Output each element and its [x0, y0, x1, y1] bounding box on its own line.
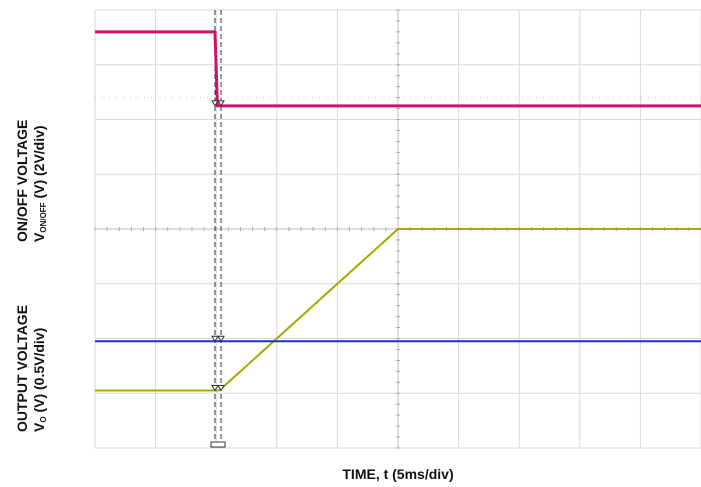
- cursor-marker: [217, 335, 225, 343]
- grid: [94, 9, 701, 449]
- cursor-marker: [211, 385, 219, 392]
- cursor-lines: [214, 10, 222, 448]
- cursor-indicator: [210, 441, 226, 448]
- y-axis-label-upper: ON/OFF VOLTAGE VON/OFF (V) (2V/div): [14, 119, 48, 242]
- trace-vo: [95, 228, 701, 392]
- x-axis-label: TIME, t (5ms/div): [342, 466, 454, 482]
- cursor-markers: [210, 100, 226, 448]
- cursor-marker: [211, 100, 219, 107]
- cursor-marker: [217, 100, 225, 107]
- y-axis-label-lower: OUTPUT VOLTAGE VO (V) (0.5V/div): [14, 304, 48, 432]
- cursor-marker: [217, 385, 225, 392]
- cursor-marker: [211, 335, 219, 343]
- traces: [95, 30, 701, 392]
- trace-von_off: [95, 30, 701, 108]
